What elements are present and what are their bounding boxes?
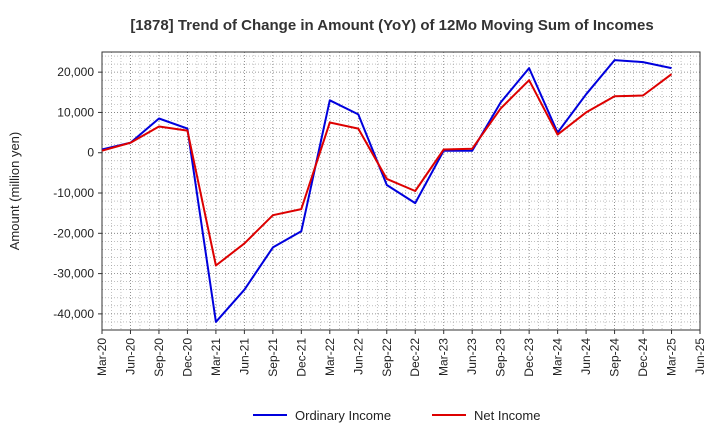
y-tick-label: 10,000	[57, 105, 94, 119]
series-lines	[101, 59, 673, 323]
x-tick-label: Mar-22	[323, 338, 337, 376]
x-tick-label: Jun-25	[693, 338, 707, 375]
x-tick-label: Mar-21	[209, 338, 223, 376]
x-tick-label: Dec-22	[408, 338, 422, 377]
chart-title: [1878] Trend of Change in Amount (YoY) o…	[130, 17, 653, 34]
series-line-ordinary-income	[101, 59, 672, 323]
x-tick-label: Mar-24	[551, 338, 565, 376]
x-tick-label: Sep-22	[380, 338, 394, 377]
y-tick-label: 20,000	[57, 65, 94, 79]
y-tick-label: 0	[87, 146, 94, 160]
axes: 20,000 10,000 0 -10,000 -20,000 -30,000 -40,00…	[53, 51, 707, 377]
grid	[101, 52, 701, 331]
x-tick-label: Dec-20	[180, 338, 194, 377]
x-tick-label: Mar-23	[437, 338, 451, 376]
x-tick-label: Sep-21	[266, 338, 280, 377]
y-tick-label: -10,000	[53, 186, 94, 200]
y-tick-label: -40,000	[53, 307, 94, 321]
legend-label: Net Income	[474, 408, 540, 423]
x-tick-label: Jun-20	[123, 338, 137, 375]
plot-area	[102, 52, 700, 330]
x-tick-label: Jun-22	[351, 338, 365, 375]
y-tick-label: -30,000	[53, 267, 94, 281]
series-line-net-income	[101, 73, 673, 267]
x-tick-label: Sep-23	[494, 338, 508, 377]
x-tick-label: Dec-23	[522, 338, 536, 377]
x-tick-label: Dec-24	[636, 338, 650, 377]
plot-frame	[101, 51, 701, 331]
x-tick-label: Jun-21	[237, 338, 251, 375]
x-tick-label: Mar-25	[665, 338, 679, 376]
x-tick-label: Dec-21	[294, 338, 308, 377]
y-axis-label: Amount (million yen)	[7, 132, 22, 251]
legend-label: Ordinary Income	[295, 408, 391, 423]
y-tick-label: -20,000	[53, 226, 94, 240]
x-tick-label: Sep-20	[152, 338, 166, 377]
legend: Ordinary Income Net Income	[253, 408, 540, 423]
x-tick-label: Jun-24	[579, 338, 593, 375]
x-tick-label: Mar-20	[95, 338, 109, 376]
x-tick-label: Sep-24	[608, 338, 622, 377]
x-tick-label: Jun-23	[465, 338, 479, 375]
